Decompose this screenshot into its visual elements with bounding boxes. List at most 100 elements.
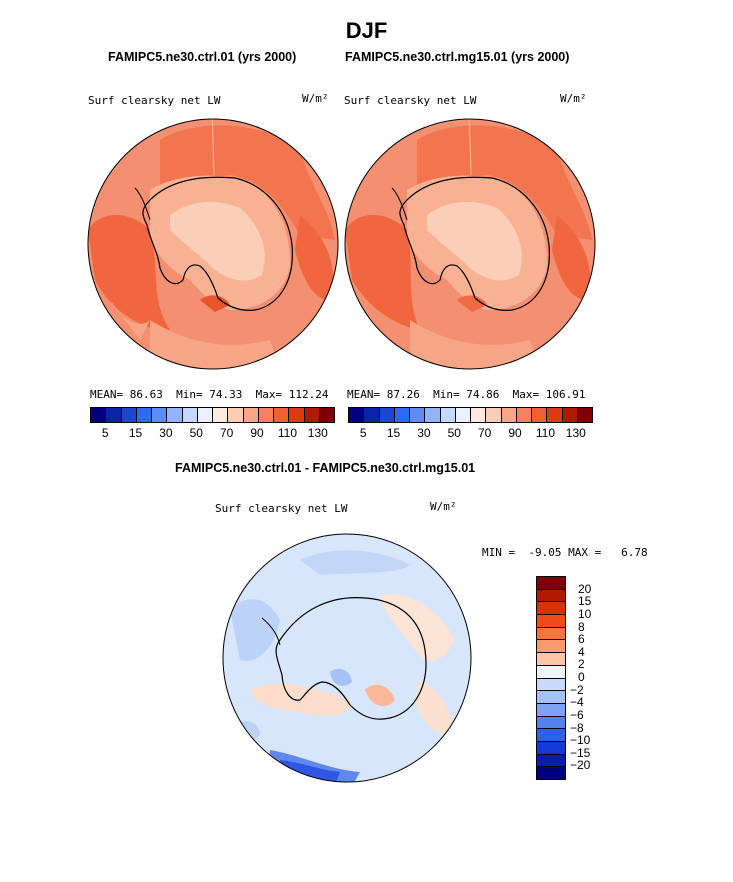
colorbar-swatch — [258, 408, 274, 422]
colorbar-swatch — [349, 408, 365, 422]
colorbar-tick-label: 15 — [578, 594, 592, 609]
right-mean-value: 87.26 — [386, 388, 420, 401]
colorbar-tick-label: 20 — [578, 581, 592, 596]
diff-variable-label: Surf clearsky net LW — [215, 502, 348, 515]
colorbar-swatch — [537, 602, 565, 616]
colorbar-swatch — [228, 408, 244, 422]
right-variable-label: Surf clearsky net LW — [344, 94, 477, 107]
diff-stats: MIN = -9.05 MAX = 6.78 — [482, 546, 648, 559]
colorbar-swatch — [516, 408, 532, 422]
colorbar-swatch — [364, 408, 380, 422]
colorbar-swatch — [243, 408, 259, 422]
left-mean-value: 86.63 — [129, 388, 163, 401]
left-min-label: Min= — [176, 388, 203, 401]
diff-min-label: MIN = — [482, 546, 516, 559]
colorbar-swatch — [537, 729, 565, 742]
colorbar-swatch — [167, 408, 183, 422]
colorbar-tick-label: 90 — [250, 426, 264, 440]
diff-max-value: 6.78 — [621, 546, 648, 559]
right-stats: MEAN= 87.26 Min= 74.86 Max= 106.91 — [347, 388, 586, 401]
colorbar-tick-label: 4 — [578, 644, 585, 659]
colorbar-swatch — [304, 408, 320, 422]
right-colorbar — [348, 407, 593, 423]
colorbar-tick-label: −8 — [570, 720, 584, 735]
colorbar-swatch — [121, 408, 137, 422]
diff-units-label: W/m² — [430, 500, 457, 513]
colorbar-tick-label: 6 — [578, 632, 585, 647]
colorbar-swatch — [440, 408, 456, 422]
left-max-value: 112.24 — [288, 388, 329, 401]
colorbar-swatch — [379, 408, 395, 422]
colorbar-swatch — [319, 408, 334, 422]
diff-colorbar — [536, 576, 566, 780]
colorbar-swatch — [532, 408, 548, 422]
diff-map — [222, 533, 472, 783]
left-mean-label: MEAN= — [90, 388, 124, 401]
colorbar-swatch — [537, 640, 565, 654]
colorbar-tick-label: −6 — [570, 707, 584, 722]
colorbar-tick-label: 30 — [417, 426, 431, 440]
colorbar-swatch — [410, 408, 426, 422]
diff-min-value: -9.05 — [528, 546, 562, 559]
colorbar-swatch — [501, 408, 517, 422]
right-min-value: 74.86 — [466, 388, 500, 401]
left-stats: MEAN= 86.63 Min= 74.33 Max= 112.24 — [90, 388, 329, 401]
colorbar-tick-label: 5 — [101, 426, 109, 440]
right-mean-label: MEAN= — [347, 388, 381, 401]
colorbar-tick-label: 130 — [565, 426, 586, 440]
right-min-label: Min= — [433, 388, 460, 401]
colorbar-tick-label: 50 — [447, 426, 461, 440]
colorbar-swatch — [537, 678, 565, 692]
left-panel-title: FAMIPC5.ne30.ctrl.01 (yrs 2000) — [108, 50, 297, 64]
right-units-label: W/m² — [560, 92, 587, 105]
colorbar-swatch — [537, 665, 565, 679]
colorbar-swatch — [136, 408, 152, 422]
colorbar-swatch — [537, 754, 565, 768]
colorbar-swatch — [394, 408, 410, 422]
colorbar-swatch — [289, 408, 305, 422]
left-colorbar — [90, 407, 335, 423]
colorbar-swatch — [152, 408, 168, 422]
colorbar-swatch — [91, 408, 107, 422]
colorbar-swatch — [106, 408, 122, 422]
colorbar-swatch — [471, 408, 487, 422]
colorbar-swatch — [274, 408, 290, 422]
colorbar-tick-label: 110 — [277, 426, 297, 440]
colorbar-tick-label: 10 — [578, 606, 592, 621]
colorbar-tick-label: −4 — [570, 695, 584, 710]
left-colorbar-ticks: 5 15 30 50 70 90 110 130 — [90, 426, 333, 440]
diff-max-label: MAX = — [568, 546, 602, 559]
colorbar-swatch — [213, 408, 229, 422]
colorbar-swatch — [537, 653, 565, 666]
colorbar-tick-label: 90 — [508, 426, 522, 440]
colorbar-tick-label: 0 — [578, 670, 585, 684]
left-map — [87, 118, 339, 370]
colorbar-tick-label: 130 — [307, 426, 328, 440]
page-title: DJF — [345, 18, 388, 43]
left-max-label: Max= — [255, 388, 283, 401]
colorbar-swatch — [182, 408, 198, 422]
colorbar-tick-label: 50 — [189, 426, 203, 440]
diff-panel-title: FAMIPC5.ne30.ctrl.01 - FAMIPC5.ne30.ctrl… — [175, 461, 476, 475]
colorbar-swatch — [537, 767, 565, 779]
colorbar-tick-label: −2 — [570, 682, 584, 697]
colorbar-tick-label: 110 — [535, 426, 555, 440]
colorbar-tick-label: 30 — [159, 426, 173, 440]
colorbar-swatch — [547, 408, 563, 422]
colorbar-swatch — [537, 577, 565, 590]
right-colorbar-ticks: 5 15 30 50 70 90 110 130 — [348, 426, 591, 440]
colorbar-tick-label: −10 — [570, 733, 591, 748]
colorbar-tick-label: −20 — [570, 758, 591, 773]
diff-colorbar-ticks: 20 15 10 8 6 4 2 0 −2 −4 −6 −8 −10 −15 −20 — [570, 576, 610, 778]
left-variable-label: Surf clearsky net LW — [88, 94, 221, 107]
colorbar-tick-label: 8 — [578, 619, 585, 634]
colorbar-tick-label: 2 — [578, 657, 585, 672]
right-panel-title: FAMIPC5.ne30.ctrl.mg15.01 (yrs 2000) — [345, 50, 570, 64]
colorbar-swatch — [537, 589, 565, 603]
colorbar-tick-label: 70 — [478, 426, 492, 440]
colorbar-swatch — [455, 408, 471, 422]
colorbar-swatch — [537, 741, 565, 755]
colorbar-tick-label: 70 — [220, 426, 234, 440]
right-max-value: 106.91 — [545, 388, 586, 401]
right-map — [344, 118, 596, 370]
